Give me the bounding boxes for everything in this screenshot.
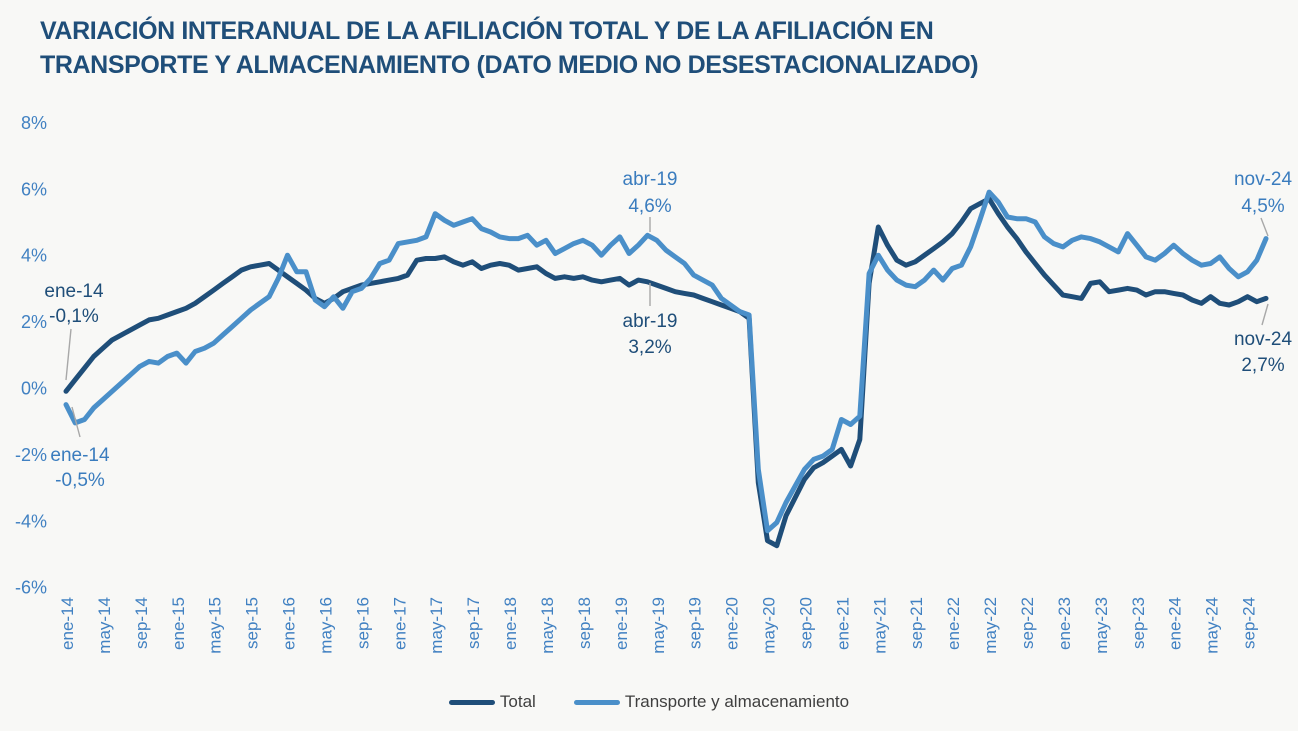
annotation-leader-line [1261,303,1269,326]
x-tick-label: sep-15 [243,597,262,649]
chart-title-line2: TRANSPORTE Y ALMACENAMIENTO (DATO MEDIO … [40,51,979,79]
y-tick-label: 4% [21,246,47,266]
x-tick-label: may-24 [1203,597,1222,654]
annotation-transporte-label: nov-24 [1234,169,1293,190]
annotation-transporte-label: abr-19 [623,169,678,190]
x-tick-label: sep-21 [907,597,926,649]
x-tick-label: ene-19 [612,597,631,650]
y-tick-label: -6% [15,578,47,598]
x-tick-label: may-14 [95,597,114,654]
annotation-transporte-label: 4,5% [1241,196,1284,217]
x-tick-label: ene-20 [723,597,742,650]
y-tick-label: -2% [15,445,47,465]
legend-label-total: Total [499,692,536,711]
x-tick-label: ene-16 [280,597,299,650]
annotation-total-label: nov-24 [1234,329,1293,350]
annotation-total-label: 2,7% [1241,355,1284,376]
legend-item-transporte: Transporte y almacenamiento [573,692,850,712]
annotation-leader-line [1260,217,1269,237]
x-tick-label: ene-23 [1055,597,1074,650]
annotation-total-label: abr-19 [623,311,678,332]
total-series-swatch [448,699,495,705]
x-tick-label: may-19 [649,597,668,654]
x-tick-label: ene-24 [1166,597,1185,650]
x-tick-label: sep-24 [1240,597,1259,649]
annotation-transporte-label: ene-14 [50,445,110,466]
x-tick-label: sep-16 [353,597,372,649]
x-tick-label: ene-22 [944,597,963,650]
x-tick-label: may-18 [538,597,557,654]
total-series-line [63,196,1269,549]
legend: Total Transporte y almacenamiento [0,692,1298,712]
x-tick-label: sep-22 [1018,597,1037,649]
annotation-leader-line [71,406,81,438]
x-tick-label: sep-18 [575,597,594,649]
x-tick-label: ene-15 [169,597,188,650]
x-tick-label: may-22 [981,597,1000,654]
x-tick-label: sep-19 [686,597,705,649]
y-tick-label: -4% [15,511,47,531]
legend-item-total: Total [448,692,536,712]
y-tick-label: 0% [21,379,47,399]
x-tick-label: may-17 [427,597,446,654]
transporte-series-line [63,189,1269,534]
legend-label-transporte: Transporte y almacenamiento [624,692,850,711]
annotation-total-label: -0,1% [49,306,99,327]
annotation-leader-line [65,328,72,381]
annotation-total-label: ene-14 [44,281,104,302]
x-tick-label: sep-20 [796,597,815,649]
x-tick-label: ene-14 [58,597,77,650]
y-tick-label: 6% [21,179,47,199]
annotation-transporte-label: -0,5% [55,470,105,491]
annotation-transporte-label: 4,6% [628,196,671,217]
x-tick-label: ene-18 [501,597,520,650]
x-tick-label: may-21 [870,597,889,654]
x-tick-label: may-23 [1092,597,1111,654]
x-tick-label: may-20 [760,597,779,654]
y-tick-label: 2% [21,312,47,332]
transporte-series-swatch [573,699,620,705]
y-tick-label: 8% [21,113,47,133]
chart-title: VARIACIÓN INTERANUAL DE LA AFILIACIÓN TO… [40,14,979,82]
chart-title-line1: VARIACIÓN INTERANUAL DE LA AFILIACIÓN TO… [40,17,934,45]
x-tick-label: may-16 [316,597,335,654]
x-tick-label: ene-17 [390,597,409,650]
x-tick-label: sep-23 [1129,597,1148,649]
x-tick-label: sep-14 [132,597,151,649]
x-tick-label: ene-21 [833,597,852,650]
x-tick-label: may-15 [206,597,225,654]
x-tick-label: sep-17 [464,597,483,649]
annotation-total-label: 3,2% [628,337,671,358]
